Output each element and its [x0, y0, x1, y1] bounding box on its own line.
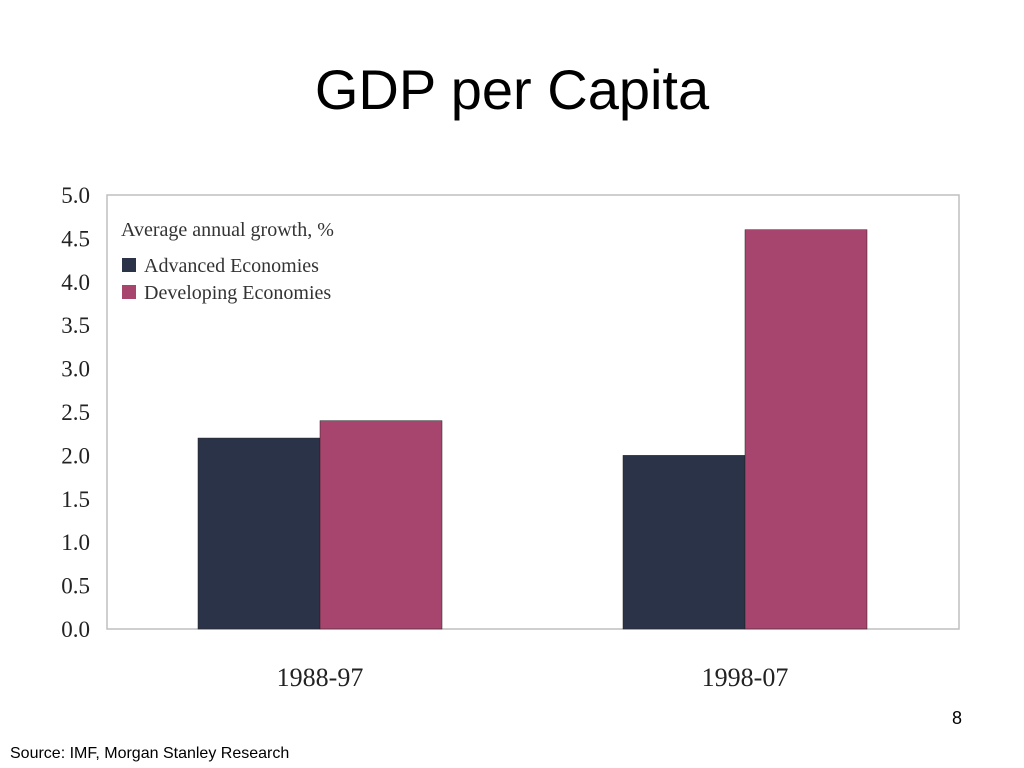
plot-frame	[106, 194, 960, 630]
y-tick-label: 4.5	[61, 226, 90, 251]
y-tick-label: 1.0	[61, 530, 90, 555]
y-tick-label: 2.5	[61, 400, 90, 425]
bars	[197, 229, 868, 630]
y-tick-label: 0.5	[61, 574, 90, 599]
slide-title: GDP per Capita	[314, 58, 710, 121]
legend-label: Developing Economies	[144, 282, 331, 304]
x-tick-label: 1998-07	[702, 663, 789, 692]
y-tick-label: 4.0	[61, 270, 90, 295]
y-tick-label: 3.0	[61, 357, 90, 382]
y-tick-label: 0.0	[61, 617, 90, 642]
legend-swatch	[122, 285, 136, 299]
y-axis: 0.0 0.5 1.0 1.5 2.0 2.5 3.0 3.5 4.0 4.5 5.0	[61, 183, 90, 642]
bar-advanced-economies-1998-07	[622, 455, 746, 630]
legend: Average annual growth, % Advanced Economi…	[121, 219, 334, 304]
legend-title: Average annual growth, %	[121, 219, 334, 241]
bar-advanced-economies-1988-97	[197, 437, 321, 630]
page-number: 8	[951, 708, 962, 728]
bar-chart: 0.0 0.5 1.0 1.5 2.0 2.5 3.0 3.5 4.0 4.5 5.0 1988-9…	[61, 183, 960, 692]
y-tick-label: 1.5	[61, 487, 90, 512]
y-tick-label: 3.5	[61, 313, 90, 338]
y-tick-label: 5.0	[61, 183, 90, 208]
legend-swatch	[122, 258, 136, 272]
bar-developing-economies-1998-07	[744, 229, 868, 630]
x-axis: 1988-97 1998-07	[277, 663, 789, 692]
x-tick-label: 1988-97	[277, 663, 364, 692]
y-tick-label: 2.0	[61, 443, 90, 468]
source-note: Source: IMF, Morgan Stanley Research	[10, 745, 290, 762]
bar-developing-economies-1988-97	[319, 420, 443, 630]
legend-label: Advanced Economies	[144, 255, 319, 277]
